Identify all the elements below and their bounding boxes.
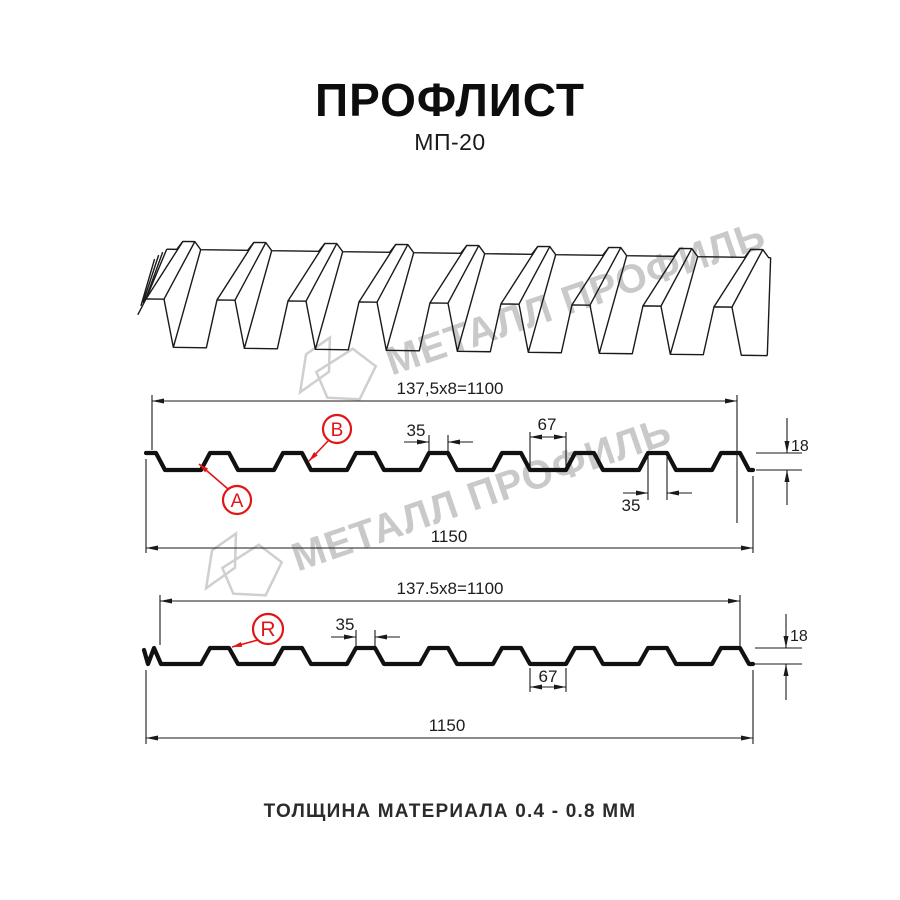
dim-valley-width: 67 [529,667,567,692]
dim-valley-width: 67 [529,415,567,466]
dim-rib-bottom-width: 35 [622,457,692,515]
callout-b-label: B [331,420,344,441]
thickness-note: ТОЛЩИНА МАТЕРИАЛА 0.4 - 0.8 ММ [264,801,637,822]
callout-a: A [198,463,253,516]
dim-coverage-width: 137,5x8=1100 [151,379,738,523]
dim-rib-top-width: 35 [404,421,473,451]
callout-a-label: A [231,491,244,512]
dim-valley-value: 67 [539,667,558,686]
callout-r: R [231,612,285,648]
profile-section-bottom: 137.5x8=1100 35 67 18 1150 [141,579,808,744]
dim-rib-bottom-value: 35 [622,496,641,515]
dim-height: 18 [755,614,808,700]
dim-coverage-width-value: 137,5x8=1100 [397,379,504,398]
brand-watermark-text: МЕТАЛЛ ПРОФИЛЬ [286,409,677,580]
brand-logo-icon [298,335,378,401]
dim-total-value: 1150 [429,716,466,735]
dim-rib-top-value: 35 [407,421,426,440]
profile-outline [141,645,756,667]
dim-total-width: 1150 [145,670,754,744]
brand-logo-icon [204,531,284,597]
profile-model-label: МП-20 [414,129,485,155]
dim-height-value: 18 [791,438,809,455]
dim-total-width: 1150 [145,459,754,553]
dim-coverage-width: 137.5x8=1100 [159,579,741,647]
sheet-3d-drawing [137,240,772,357]
callout-b: B [308,413,353,462]
dim-rib-top-width: 35 [331,615,400,646]
profile-section-top: 137,5x8=1100 35 67 35 18 [143,379,809,553]
dim-rib-top-value: 35 [336,615,355,634]
callout-r-label: R [260,618,275,641]
dim-total-value: 1150 [431,527,468,546]
watermark-upper: МЕТАЛЛ ПРОФИЛЬ [298,213,771,401]
dim-height-value: 18 [790,628,808,645]
dim-valley-value: 67 [538,415,557,434]
profile-outline [143,450,756,473]
page-title: ПРОФЛИСТ [315,74,585,126]
dim-coverage-width-value: 137.5x8=1100 [397,579,504,598]
dim-height: 18 [756,418,809,505]
